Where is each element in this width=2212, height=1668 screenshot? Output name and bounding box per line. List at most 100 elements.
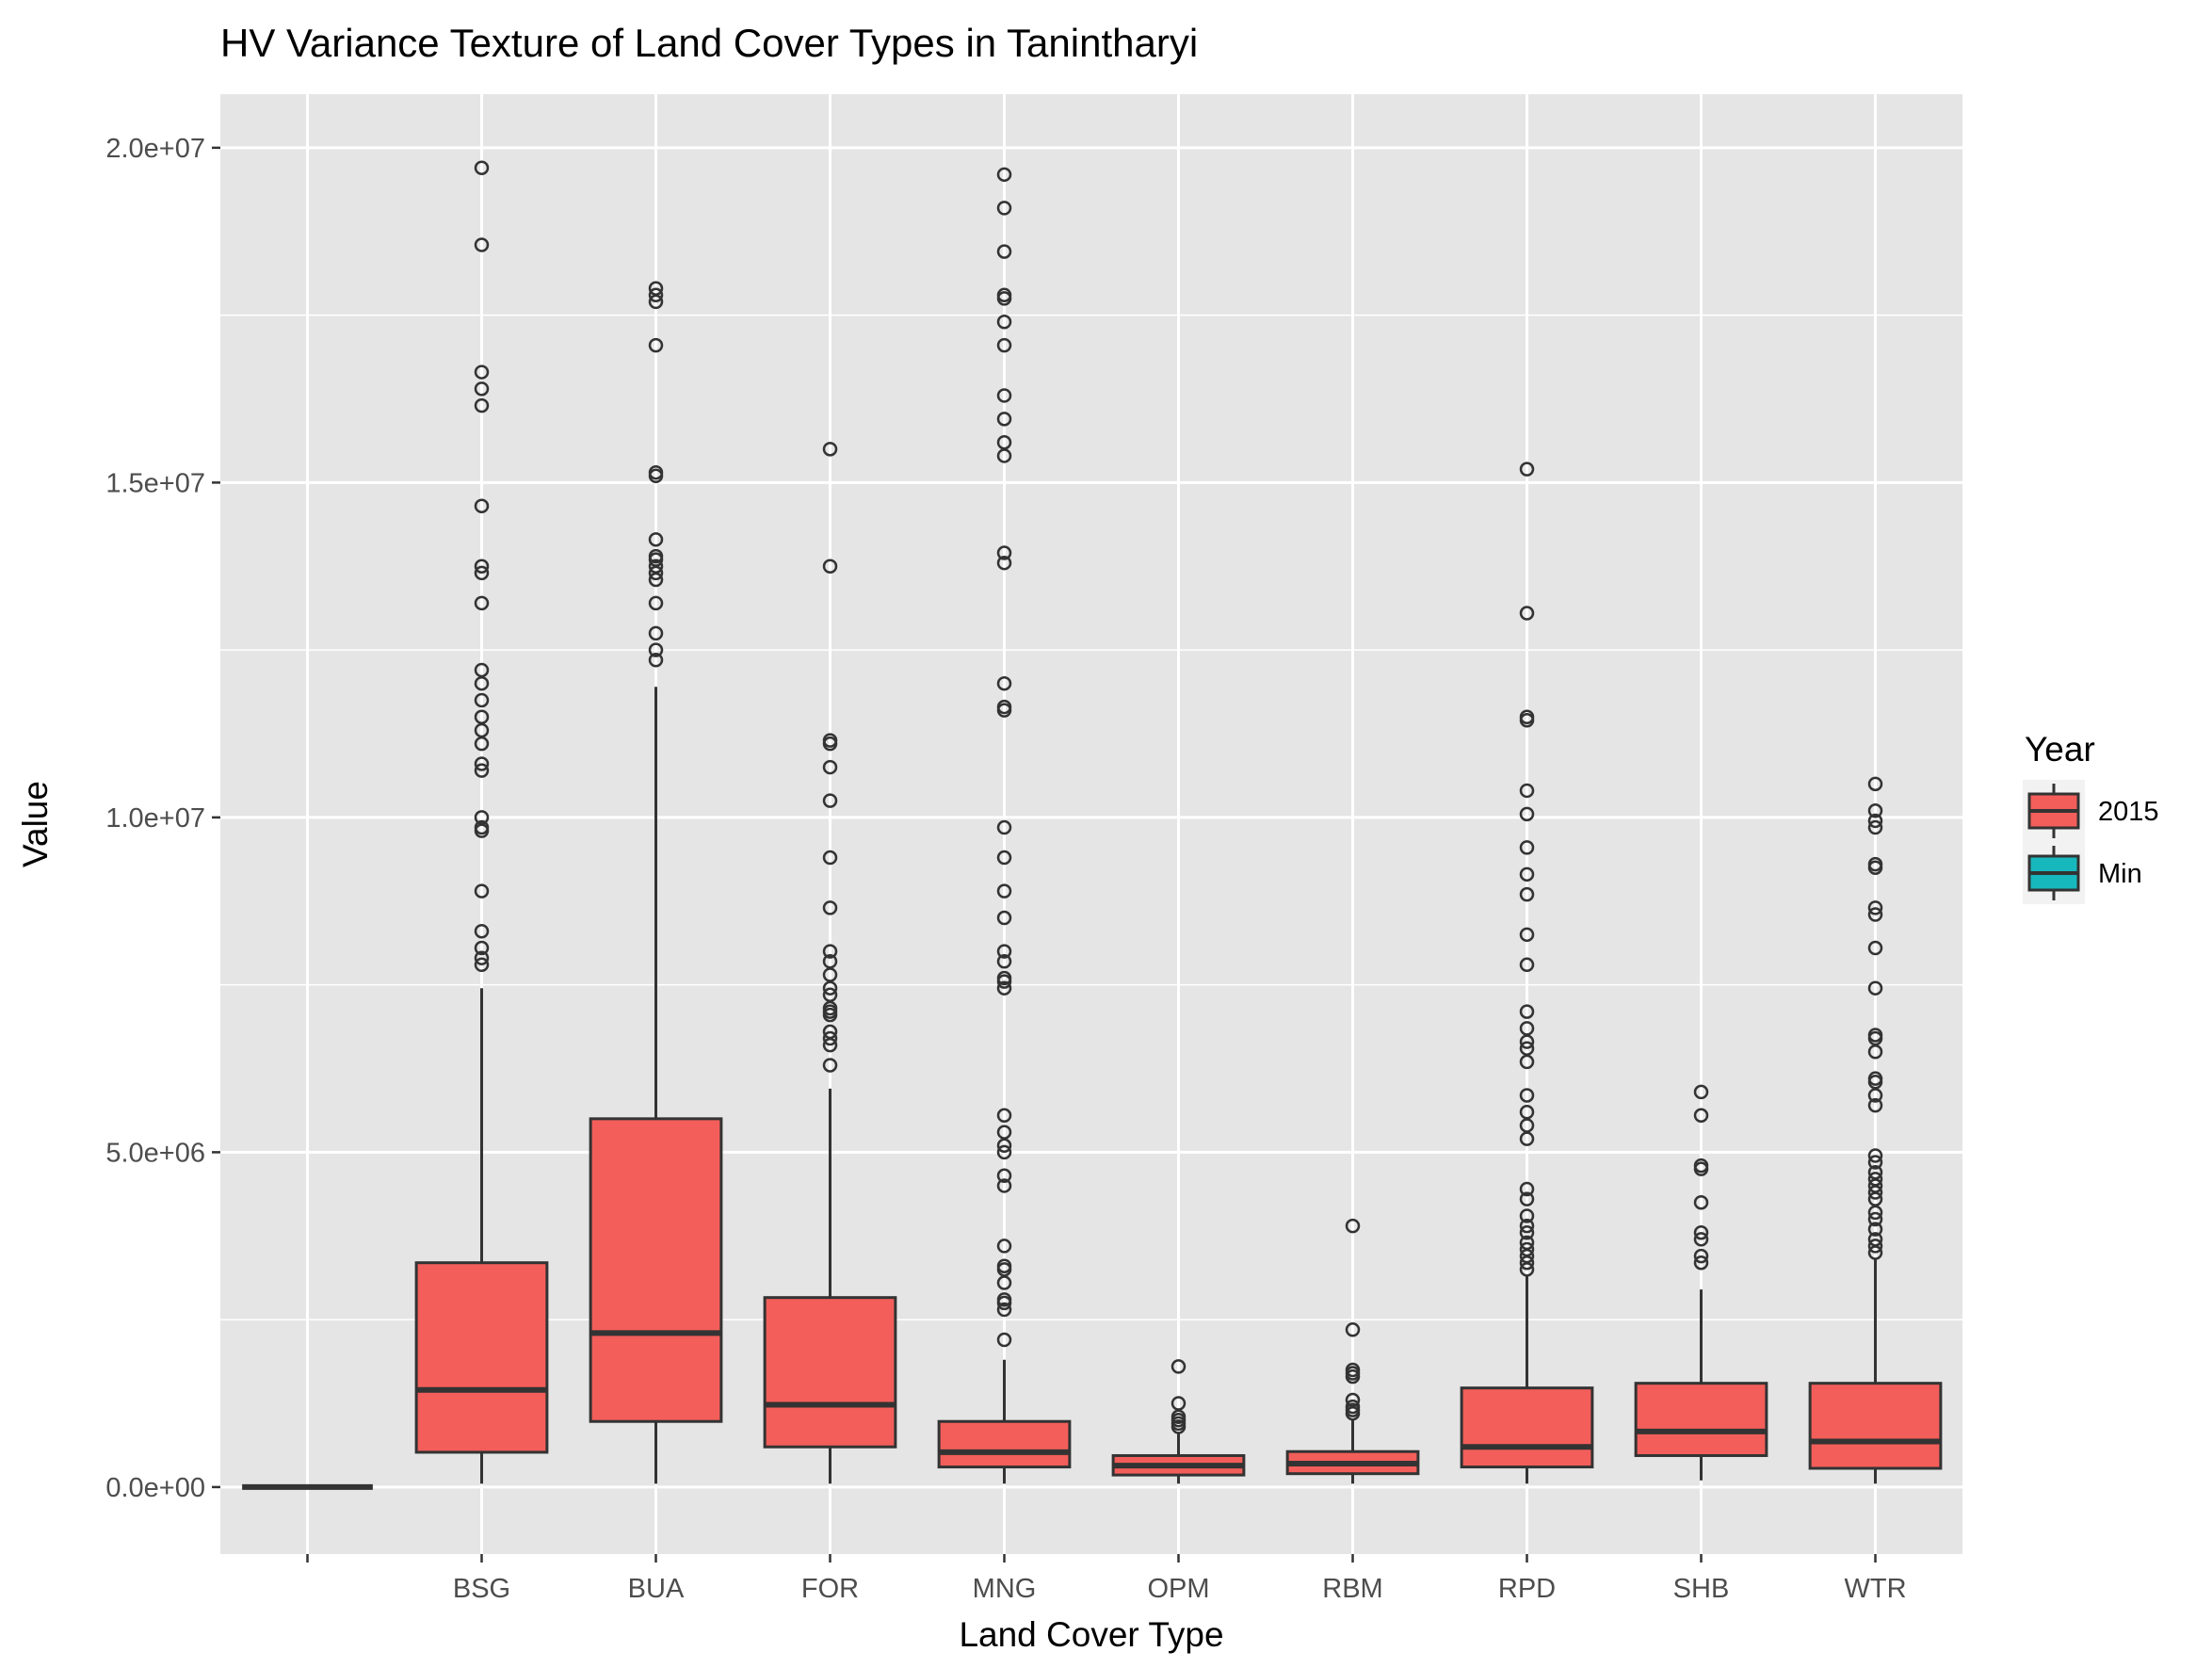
- outlier-point: [1519, 957, 1535, 973]
- x-tick-label: BUA: [628, 1574, 685, 1604]
- outlier-point: [822, 733, 838, 748]
- outlier-point: [1519, 866, 1535, 883]
- outlier-point: [648, 653, 664, 668]
- outlier-point: [474, 940, 490, 956]
- legend: Year 2015 Min: [2023, 730, 2159, 904]
- outlier-point: [1867, 1211, 1883, 1227]
- outlier-point: [1519, 1088, 1535, 1103]
- box-iqr: [1808, 1382, 1943, 1470]
- outlier-point: [648, 532, 664, 547]
- outlier-point: [1867, 980, 1883, 996]
- outlier-point: [474, 381, 490, 397]
- y-tick-label: 1.5e+07: [105, 468, 205, 498]
- outlier-point: [648, 287, 664, 303]
- outlier-point: [1345, 1399, 1361, 1415]
- outlier-point: [1171, 1359, 1187, 1374]
- outlier-point: [1519, 1041, 1535, 1056]
- outlier-point: [822, 1024, 838, 1040]
- legend-title: Year: [2025, 730, 2095, 769]
- outlier-point: [474, 756, 490, 771]
- outlier-point: [474, 595, 490, 611]
- box-iqr: [763, 1296, 897, 1449]
- outlier-point: [474, 662, 490, 678]
- outlier-point: [996, 1292, 1012, 1307]
- outlier-point: [996, 287, 1012, 303]
- outlier-point: [996, 883, 1012, 899]
- outlier-point: [822, 1058, 838, 1073]
- outlier-point: [474, 957, 490, 973]
- box-bsg: [414, 160, 549, 1484]
- outlier-point: [474, 364, 490, 380]
- outlier-point: [1867, 856, 1883, 872]
- y-axis: 0.0e+00 5.0e+06 1.0e+07 1.5e+07 2.0e+07: [105, 134, 220, 1503]
- outlier-point: [1867, 1222, 1883, 1237]
- outlier-point: [474, 160, 490, 175]
- outlier-point: [1867, 776, 1883, 792]
- outlier-point: [1345, 1218, 1361, 1234]
- outlier-point: [1693, 1248, 1709, 1264]
- outlier-point: [996, 388, 1012, 403]
- outlier-point: [474, 692, 490, 708]
- x-axis: BSG BUA FOR MNG OPM RBM RPD SHB WTR: [306, 1554, 1907, 1604]
- outlier-point: [648, 464, 664, 480]
- box-wtr: [1808, 776, 1943, 1484]
- outlier-point: [1693, 1224, 1709, 1240]
- outlier-point: [648, 281, 664, 296]
- box-mng: [937, 167, 1072, 1484]
- outlier-point: [1867, 1155, 1883, 1170]
- outlier-point: [474, 559, 490, 575]
- outlier-point: [996, 314, 1012, 330]
- outlier-point: [1867, 813, 1883, 829]
- outlier-point: [1693, 1194, 1709, 1210]
- outlier-point: [648, 337, 664, 353]
- outlier-point: [1693, 1255, 1709, 1271]
- outlier-point: [474, 819, 490, 835]
- outlier-point: [822, 850, 838, 866]
- outlier-point: [1693, 1084, 1709, 1100]
- outlier-point: [996, 970, 1012, 986]
- y-tick-label: 1.0e+07: [105, 803, 205, 834]
- x-tick-label: MNG: [973, 1574, 1037, 1604]
- outlier-point: [822, 442, 838, 457]
- outlier-point: [996, 545, 1012, 560]
- outlier-point: [996, 980, 1012, 996]
- outlier-point: [1519, 1218, 1535, 1234]
- box-iqr: [414, 1261, 549, 1454]
- outlier-point: [822, 1030, 838, 1046]
- legend-item-2015: 2015: [2023, 780, 2159, 842]
- outlier-point: [1519, 1208, 1535, 1223]
- outlier-point: [1867, 803, 1883, 818]
- outlier-point: [474, 810, 490, 825]
- outlier-point: [822, 954, 838, 969]
- outlier-point: [648, 625, 664, 641]
- outlier-point: [1519, 840, 1535, 855]
- y-tick-label: 2.0e+07: [105, 134, 205, 164]
- outlier-point: [648, 595, 664, 611]
- box-rpd: [1460, 462, 1594, 1484]
- outlier-point: [996, 201, 1012, 216]
- outlier-point: [996, 1332, 1012, 1348]
- outlier-point: [996, 555, 1012, 571]
- outlier-point: [996, 944, 1012, 959]
- box-iqr: [937, 1419, 1072, 1469]
- outlier-point: [822, 559, 838, 575]
- box-iqr: [589, 1117, 723, 1423]
- y-tick-label: 5.0e+06: [105, 1138, 205, 1168]
- outlier-point: [1519, 1191, 1535, 1206]
- box-opm: [1111, 1359, 1246, 1484]
- y-tick-label: 0.0e+00: [105, 1473, 205, 1503]
- outlier-point: [648, 642, 664, 657]
- outlier-point: [1519, 606, 1535, 621]
- legend-label: Min: [2098, 859, 2142, 889]
- x-tick-label: OPM: [1147, 1574, 1209, 1604]
- outlier-point: [996, 1258, 1012, 1274]
- x-tick-label: SHB: [1673, 1574, 1730, 1604]
- chart-title: HV Variance Texture of Land Cover Types …: [220, 21, 1198, 65]
- box-rbm: [1285, 1218, 1420, 1484]
- legend-item-min: Min: [2023, 842, 2142, 904]
- x-tick-label: RBM: [1322, 1574, 1382, 1604]
- legend-label: 2015: [2098, 797, 2159, 827]
- outlier-point: [474, 565, 490, 581]
- outlier-point: [1867, 1097, 1883, 1113]
- box-layer: [242, 160, 1943, 1490]
